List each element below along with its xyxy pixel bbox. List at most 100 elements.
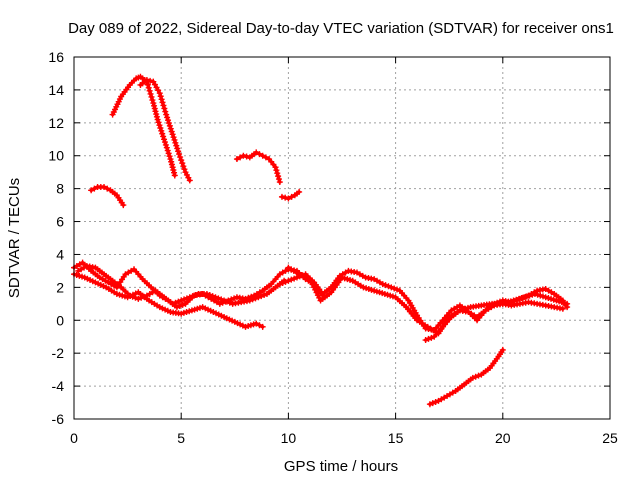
data-point [394,286,401,293]
data-point [221,297,228,304]
data-point [150,100,157,107]
data-point [168,128,175,135]
series-arc-11 [422,299,566,344]
data-point [262,154,269,161]
data-point [253,149,260,156]
data-point [170,166,177,173]
data-point [172,299,179,306]
data-point [215,295,222,302]
data-point [165,150,172,157]
data-point [163,111,170,118]
data-point [155,119,162,126]
data-point [243,153,250,160]
data-point [216,300,223,307]
data-point [175,298,182,305]
data-point [382,282,389,289]
data-point [169,131,176,138]
y-tick-label: 14 [48,82,64,98]
data-point [279,279,286,286]
data-point [181,296,188,303]
data-point [132,294,139,301]
data-point [499,346,506,353]
data-point [422,337,429,344]
data-point [379,281,386,288]
series-arc-3 [88,183,127,209]
data-point [146,87,153,94]
data-point [189,293,196,300]
data-point [385,283,392,290]
data-point [425,335,432,342]
data-point [175,148,182,155]
data-point [391,285,398,292]
x-tick-label: 25 [602,430,618,446]
data-point [432,398,439,405]
data-point [179,160,186,167]
data-point [141,293,148,300]
y-ticks: -6 -4 -2 0 2 4 6 8 10 12 14 16 [48,49,610,427]
data-point [167,156,174,163]
data-point [176,303,183,310]
data-point [288,193,295,200]
data-point [148,93,155,100]
y-tick-label: 2 [56,279,64,295]
series-arc-8 [75,262,288,307]
data-point [165,120,172,127]
y-tick-label: -4 [52,378,65,394]
data-point [186,294,193,301]
data-point [272,164,279,171]
data-point [164,147,171,154]
data-point [143,77,150,84]
x-tick-label: 20 [495,430,511,446]
data-point [149,97,156,104]
data-point [153,111,160,118]
data-point [426,401,433,408]
data-point [275,173,282,180]
y-tick-label: 8 [56,181,64,197]
data-point [156,90,163,97]
data-point [126,292,133,299]
chart-title: Day 089 of 2022, Sidereal Day-to-day VTE… [68,20,614,37]
x-tick-label: 0 [70,430,78,446]
data-point [154,116,161,123]
data-point [171,172,178,179]
data-point [166,153,173,160]
series-arc-7 [71,271,266,330]
data-point [259,152,266,159]
data-point [160,102,167,109]
data-point [171,136,178,143]
x-tick-label: 10 [281,430,297,446]
data-point [258,293,265,300]
data-point [135,295,142,302]
data-point [472,373,479,380]
data-point [152,108,159,115]
data-point [158,96,165,103]
series-arc-4 [233,149,283,186]
data-point [120,202,127,209]
x-tick-label: 15 [388,430,404,446]
data-point [165,117,172,124]
data-point [246,297,253,304]
data-point [285,195,292,202]
data-point [429,400,436,407]
y-tick-label: 10 [48,148,64,164]
data-point [192,292,199,299]
data-point [469,374,476,381]
data-point [173,304,180,311]
data-point [276,281,283,288]
data-point [180,163,187,170]
data-point [475,372,482,379]
data-point [203,290,210,297]
data-point [296,188,303,195]
data-point [167,125,174,132]
data-point [161,105,168,112]
data-point [160,133,167,140]
data-point [256,151,263,158]
series-arc-12 [426,346,506,408]
data-point [183,295,190,302]
data-point [159,130,166,137]
data-point [157,93,164,100]
data-point [162,141,169,148]
data-point [256,322,263,329]
data-point [252,295,259,302]
data-point [231,295,238,302]
